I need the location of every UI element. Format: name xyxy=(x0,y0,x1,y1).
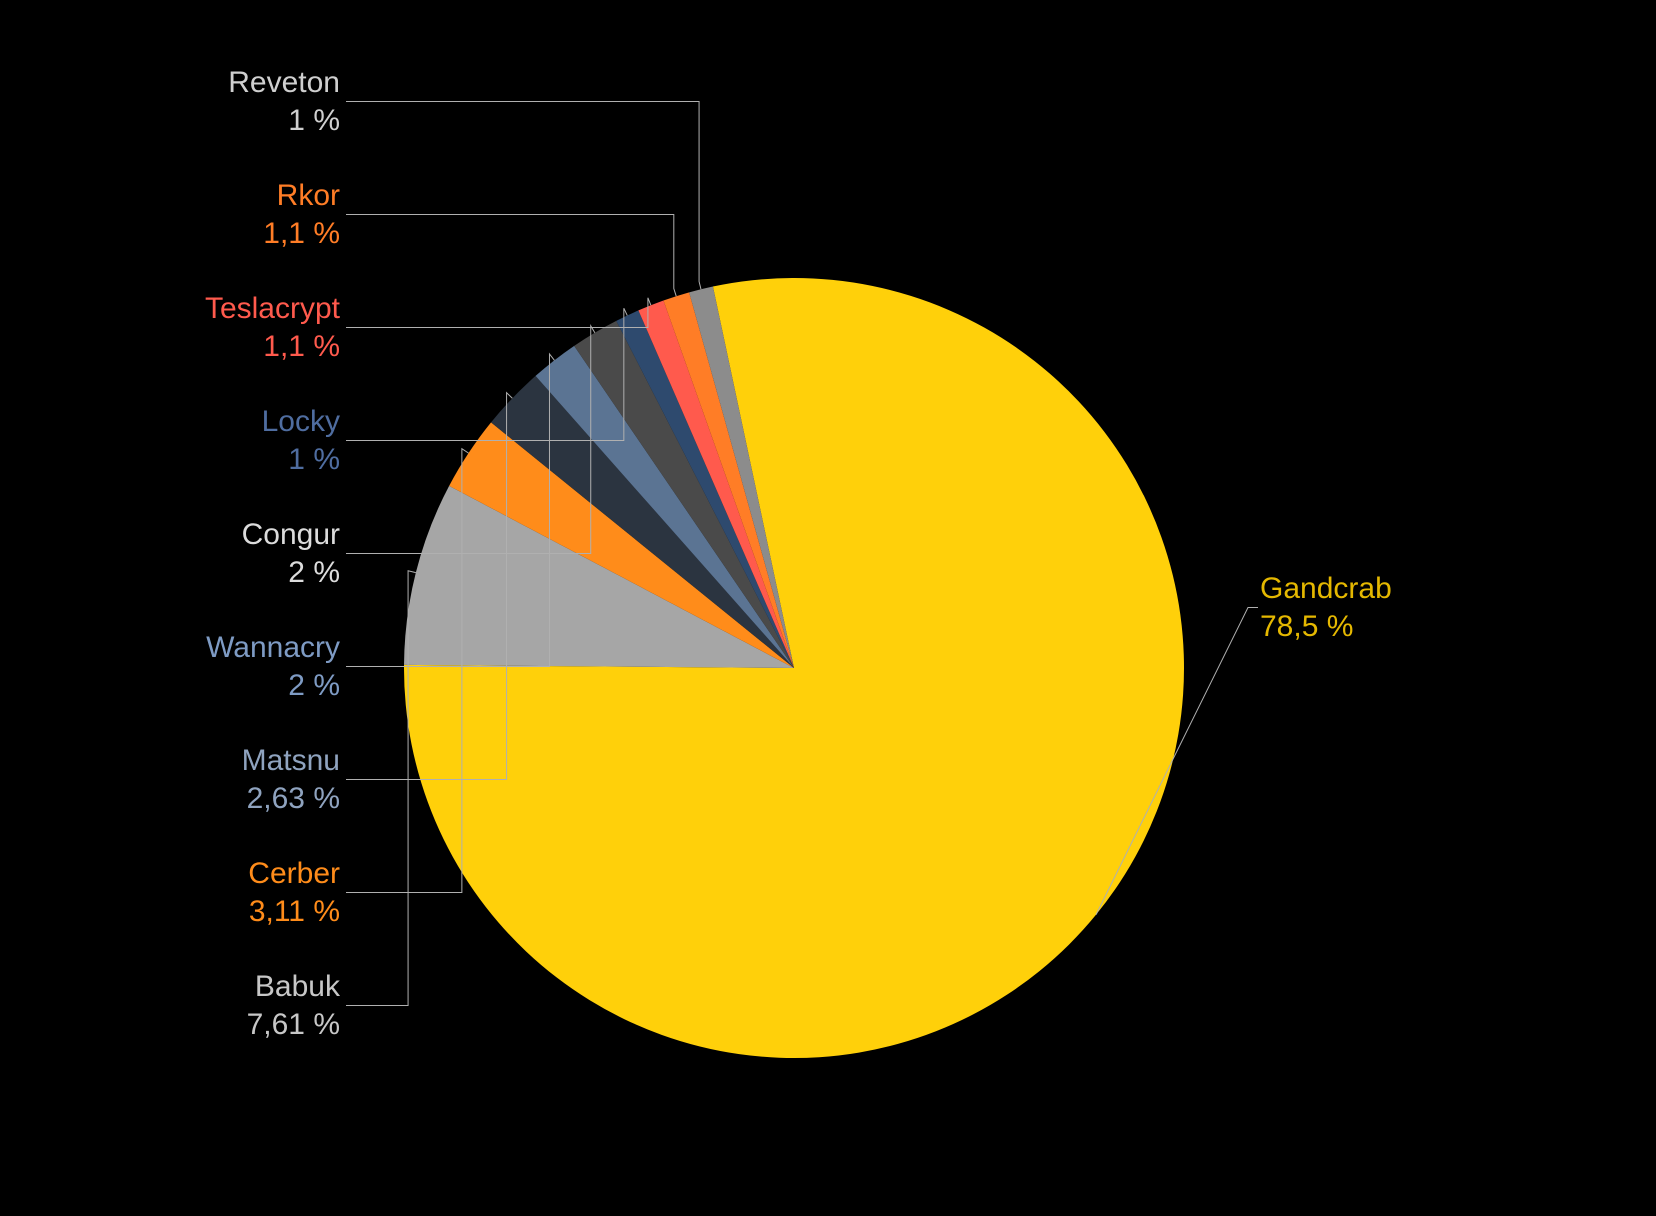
slice-label-value: 1,1 % xyxy=(263,215,340,253)
slice-label-gandcrab: Gandcrab78,5 % xyxy=(1260,570,1392,645)
slice-label-matsnu: Matsnu2,63 % xyxy=(242,742,340,817)
slice-label-name: Cerber xyxy=(248,855,340,893)
slice-label-name: Rkor xyxy=(263,177,340,215)
slice-label-name: Babuk xyxy=(247,968,340,1006)
slice-label-value: 1 % xyxy=(228,102,340,140)
slice-label-value: 3,11 % xyxy=(248,893,340,931)
leader-line xyxy=(346,102,701,290)
slice-label-reveton: Reveton1 % xyxy=(228,64,340,139)
slice-label-value: 78,5 % xyxy=(1260,608,1392,646)
slice-label-value: 2,63 % xyxy=(242,780,340,818)
slice-label-name: Gandcrab xyxy=(1260,570,1392,608)
pie-chart-stage: Gandcrab78,5 % Babuk7,61 % Cerber3,11 % Mat… xyxy=(0,0,1656,1216)
slice-label-locky: Locky1 % xyxy=(262,403,340,478)
slice-label-rkor: Rkor1,1 % xyxy=(263,177,340,252)
slice-label-name: Teslacrypt xyxy=(205,290,340,328)
slice-label-value: 7,61 % xyxy=(247,1006,340,1044)
slice-label-name: Matsnu xyxy=(242,742,340,780)
slice-label-babuk: Babuk7,61 % xyxy=(247,968,340,1043)
slice-label-name: Locky xyxy=(262,403,340,441)
slice-label-name: Reveton xyxy=(228,64,340,102)
slice-label-value: 1,1 % xyxy=(205,328,340,366)
slice-label-congur: Congur2 % xyxy=(242,516,340,591)
leader-line xyxy=(346,298,651,328)
slice-label-wannacry: Wannacry2 % xyxy=(206,629,340,704)
slice-label-cerber: Cerber3,11 % xyxy=(248,855,340,930)
leader-line xyxy=(346,215,676,297)
slice-label-value: 1 % xyxy=(262,441,340,479)
slice-label-name: Congur xyxy=(242,516,340,554)
slice-label-teslacrypt: Teslacrypt1,1 % xyxy=(205,290,340,365)
slice-label-value: 2 % xyxy=(242,554,340,592)
slice-label-name: Wannacry xyxy=(206,629,340,667)
slice-label-value: 2 % xyxy=(206,667,340,705)
